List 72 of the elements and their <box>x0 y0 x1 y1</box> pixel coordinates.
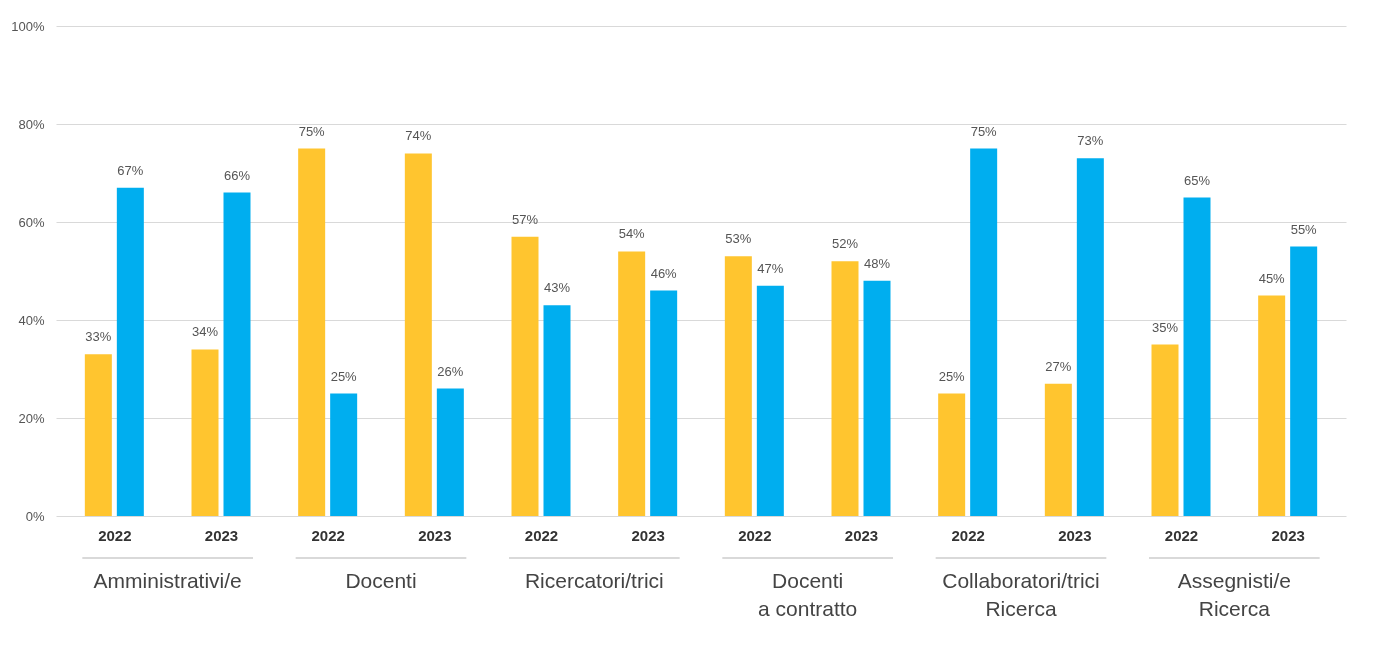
bar <box>1044 383 1072 516</box>
data-label: 47% <box>757 260 784 276</box>
data-label: 46% <box>650 265 678 281</box>
data-label: 35% <box>1151 319 1179 335</box>
text: Docenti a contratto <box>758 569 858 620</box>
bar <box>724 256 752 516</box>
bar <box>938 393 966 516</box>
data-label: 45% <box>1258 270 1286 286</box>
bar <box>191 349 219 516</box>
data-label: 25% <box>330 368 358 384</box>
data-label: 54% <box>618 226 646 242</box>
bar <box>223 192 251 516</box>
x-tick-label: 2022 <box>311 526 345 544</box>
bar <box>650 290 678 516</box>
data-label: 67% <box>117 162 144 178</box>
bar <box>831 261 859 516</box>
data-label: 34% <box>191 324 219 340</box>
y-tick-label: 20% <box>18 410 45 426</box>
x-tick-label: 2023 <box>418 526 452 544</box>
bar <box>116 187 144 516</box>
x-tick-label: 2022 <box>951 526 985 544</box>
bar <box>970 148 998 516</box>
text: Ricercatori/trici <box>524 569 664 592</box>
data-label: 75% <box>298 123 326 139</box>
data-label: 53% <box>725 231 752 247</box>
data-label: 75% <box>970 123 998 139</box>
bar <box>1290 246 1318 516</box>
bar <box>1183 197 1211 516</box>
x-tick-label: 2023 <box>844 526 879 544</box>
bar <box>756 285 784 516</box>
x-tick-label: 2023 <box>204 526 239 544</box>
text: Amministrativi/e <box>93 569 242 592</box>
bar <box>84 354 112 516</box>
x-tick-label: 2023 <box>1271 526 1305 544</box>
data-label: 74% <box>405 128 432 144</box>
data-label: 57% <box>511 211 539 227</box>
x-tick-label: 2022 <box>524 526 559 544</box>
bar <box>618 251 646 516</box>
text: Assegnisti/e Ricerca <box>1177 569 1291 620</box>
bar <box>1151 344 1179 516</box>
data-label: 66% <box>223 167 251 183</box>
data-label: 73% <box>1077 133 1104 149</box>
bar <box>863 280 891 516</box>
x-tick-label: 2022 <box>738 526 772 544</box>
bar <box>543 305 571 516</box>
y-tick-label: 100% <box>11 18 45 34</box>
data-label: 65% <box>1183 172 1211 188</box>
bar <box>298 148 326 516</box>
text: Docenti <box>345 569 417 592</box>
data-label: 25% <box>938 368 966 384</box>
bar <box>330 393 358 516</box>
data-label: 26% <box>437 363 464 379</box>
text: Collaboratori/trici Ricerca <box>942 569 1100 620</box>
data-label: 43% <box>543 280 571 296</box>
data-label: 27% <box>1045 358 1072 374</box>
bar <box>511 236 539 516</box>
y-tick-label: 40% <box>18 312 45 328</box>
y-tick-label: 80% <box>18 116 45 132</box>
x-tick-label: 2023 <box>631 526 665 544</box>
x-tick-label: 2022 <box>1164 526 1199 544</box>
data-label: 48% <box>863 255 891 271</box>
bar <box>1258 295 1286 516</box>
y-tick-label: 60% <box>18 214 45 230</box>
bar <box>404 153 432 516</box>
bar <box>436 388 464 516</box>
data-label: 33% <box>85 329 112 345</box>
data-label: 52% <box>831 236 859 252</box>
x-tick-label: 2023 <box>1058 526 1092 544</box>
x-tick-label: 2022 <box>98 526 132 544</box>
bar <box>1076 158 1104 516</box>
y-tick-label: 0% <box>25 508 45 524</box>
data-label: 55% <box>1290 221 1318 237</box>
